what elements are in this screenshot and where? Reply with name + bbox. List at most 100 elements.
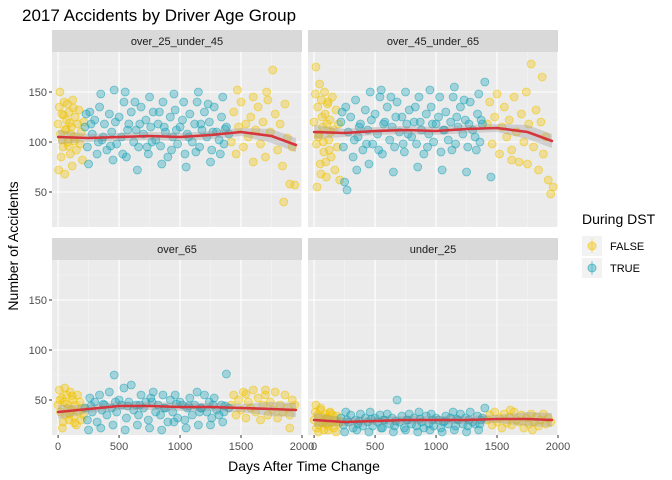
point-dst-true xyxy=(187,410,197,420)
point-dst-true xyxy=(95,390,104,400)
point-dst-false xyxy=(285,423,295,433)
point-dst-true xyxy=(346,112,356,122)
facet-strip xyxy=(308,238,558,260)
point-dst-false xyxy=(326,408,335,418)
point-dst-false xyxy=(273,413,283,423)
point-dst-true xyxy=(82,415,92,425)
point-dst-true xyxy=(165,112,175,122)
point-dst-true xyxy=(414,407,424,417)
point-dst-false xyxy=(531,105,541,115)
point-dst-false xyxy=(487,420,497,430)
point-dst-false xyxy=(261,385,270,395)
point-dst-true xyxy=(348,152,358,162)
point-dst-true xyxy=(352,165,362,175)
point-dst-true xyxy=(448,92,458,102)
point-dst-false xyxy=(256,139,265,149)
point-dst-false xyxy=(490,112,499,122)
legend-label: FALSE xyxy=(610,241,644,253)
point-dst-true xyxy=(163,417,173,427)
panel-background xyxy=(52,52,302,227)
legend-label: TRUE xyxy=(610,263,640,275)
point-dst-true xyxy=(486,172,496,182)
scatter-points xyxy=(309,59,558,199)
point-dst-true xyxy=(386,92,396,102)
point-dst-true xyxy=(375,92,385,102)
point-dst-true xyxy=(342,185,352,195)
point-dst-true xyxy=(421,109,431,119)
point-dst-true xyxy=(337,107,347,117)
point-dst-false xyxy=(517,109,526,119)
point-dst-false xyxy=(509,92,519,102)
point-dst-true xyxy=(156,141,165,151)
point-dst-true xyxy=(193,87,203,97)
point-dst-true xyxy=(423,142,432,152)
facet-panels: over_25_under_45 50 100 150 over_45_under_65… xyxy=(29,30,570,453)
point-dst-true xyxy=(170,390,180,400)
point-dst-false xyxy=(53,119,63,129)
point-dst-false xyxy=(60,383,70,393)
point-dst-true xyxy=(84,159,93,169)
point-dst-true xyxy=(180,415,190,425)
point-dst-true xyxy=(436,147,446,157)
point-dst-true xyxy=(119,97,129,107)
point-dst-true xyxy=(459,95,469,105)
point-dst-false xyxy=(317,95,326,105)
point-dst-true xyxy=(143,149,153,159)
point-dst-true xyxy=(167,145,176,155)
y-tick-label: 100 xyxy=(29,345,47,357)
point-dst-true xyxy=(134,410,143,420)
point-dst-true xyxy=(163,152,173,162)
point-dst-true xyxy=(102,410,112,420)
point-dst-true xyxy=(82,142,92,152)
point-dst-true xyxy=(425,425,435,435)
point-dst-false xyxy=(543,175,553,185)
point-dst-false xyxy=(268,65,278,75)
point-dst-true xyxy=(338,142,348,152)
point-dst-true xyxy=(206,157,215,167)
x-tick-label: 0 xyxy=(55,441,61,453)
point-dst-false xyxy=(60,169,70,179)
point-dst-true xyxy=(219,139,229,149)
point-dst-true xyxy=(401,87,410,97)
point-dst-false xyxy=(317,112,327,122)
point-dst-true xyxy=(148,387,158,397)
point-dst-true xyxy=(106,141,115,151)
point-dst-true xyxy=(365,407,375,417)
point-dst-false xyxy=(313,427,323,437)
point-dst-true xyxy=(136,390,146,400)
point-dst-true xyxy=(382,102,392,112)
point-dst-true xyxy=(119,383,129,393)
point-dst-true xyxy=(349,135,359,145)
point-dst-false xyxy=(78,155,87,165)
point-dst-true xyxy=(126,380,136,390)
point-dst-true xyxy=(123,125,133,135)
point-dst-false xyxy=(280,390,290,400)
point-dst-true xyxy=(379,119,389,129)
point-dst-false xyxy=(526,59,536,69)
point-dst-true xyxy=(142,142,152,152)
point-dst-false xyxy=(74,105,84,115)
point-dst-false xyxy=(287,395,297,405)
point-dst-true xyxy=(148,107,158,117)
point-dst-true xyxy=(392,395,402,405)
point-dst-false xyxy=(315,79,324,89)
point-dst-true xyxy=(118,149,128,159)
y-tick-label: 50 xyxy=(35,395,47,407)
point-dst-true xyxy=(376,423,386,433)
point-dst-true xyxy=(169,417,179,427)
point-dst-true xyxy=(136,102,146,112)
point-dst-true xyxy=(480,403,490,413)
point-dst-true xyxy=(141,115,151,125)
point-dst-false xyxy=(487,139,497,149)
point-dst-true xyxy=(200,390,209,400)
point-dst-false xyxy=(232,85,242,95)
x-tick-label: 2000 xyxy=(290,441,314,453)
point-dst-true xyxy=(111,117,120,127)
x-axis-title: Days After Time Change xyxy=(228,458,380,474)
point-dst-true xyxy=(171,125,181,135)
point-dst-true xyxy=(340,177,349,187)
facet-strip-label: over_45_under_65 xyxy=(387,36,479,48)
point-dst-false xyxy=(331,427,341,437)
point-dst-true xyxy=(471,145,481,155)
point-dst-true xyxy=(204,117,214,127)
